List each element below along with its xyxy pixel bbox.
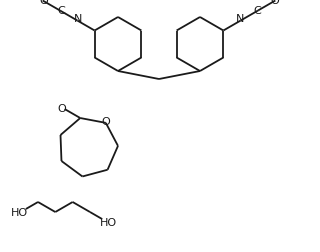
Text: C: C	[253, 6, 261, 15]
Text: O: O	[270, 0, 279, 6]
Text: O: O	[101, 116, 110, 126]
Text: O: O	[57, 104, 66, 114]
Text: N: N	[236, 13, 244, 23]
Text: HO: HO	[11, 207, 28, 217]
Text: HO: HO	[100, 217, 117, 227]
Text: N: N	[74, 13, 83, 23]
Text: O: O	[39, 0, 48, 6]
Text: C: C	[57, 6, 65, 15]
